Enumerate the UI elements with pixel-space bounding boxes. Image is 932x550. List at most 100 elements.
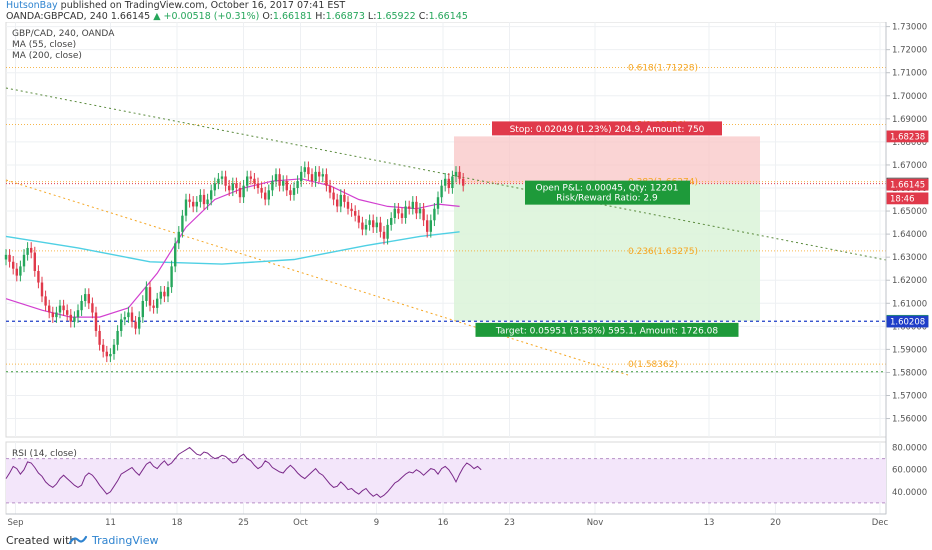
- candle-body: [433, 208, 436, 221]
- candle-body: [454, 171, 458, 177]
- candle-body: [368, 220, 371, 225]
- author-link[interactable]: HutsonBay: [6, 0, 58, 11]
- candle-body: [451, 176, 454, 188]
- time-tick-label: 25: [238, 518, 249, 528]
- candle-body: [411, 201, 414, 209]
- price-badge: 1.60208: [890, 318, 925, 328]
- price-badge-box: [886, 178, 929, 191]
- fib-trendline: [5, 179, 629, 376]
- price-tick-label: 1.59000: [892, 345, 927, 355]
- candle-body: [310, 174, 314, 182]
- candle-body: [174, 243, 177, 267]
- candle-body: [55, 312, 58, 318]
- candle-body: [231, 183, 234, 191]
- candle-body: [289, 190, 292, 195]
- candle-body: [98, 330, 101, 345]
- candle-body: [116, 330, 119, 345]
- pnl-box: [525, 180, 690, 205]
- candle-body: [361, 222, 364, 230]
- open-label: O:: [262, 11, 273, 22]
- candle-body: [364, 224, 368, 230]
- rsi-tick-label: 60.0000: [892, 466, 927, 476]
- time-tick-label: Dec: [872, 518, 889, 528]
- tradingview-brand-link[interactable]: TradingView: [92, 534, 159, 547]
- price-tick-label: 1.69000: [892, 115, 927, 125]
- price-tick-label: 1.62000: [892, 276, 927, 286]
- price-tick-label: 1.73000: [892, 23, 927, 33]
- ohlc-line: OANDA:GBPCAD, 240 1.66145 ▲ +0.00518 (+0…: [6, 11, 468, 22]
- candle-body: [105, 351, 108, 357]
- candle-body: [130, 312, 134, 322]
- price-axis: 1.73000 1.72000 1.71000 1.70000 1.69000 1.680…: [885, 22, 929, 514]
- price-badge-box: [886, 315, 929, 328]
- candle-body: [19, 266, 22, 276]
- target-zone: [454, 183, 760, 321]
- candle-body: [188, 199, 191, 202]
- candle-body: [12, 261, 15, 269]
- candle-body: [285, 181, 288, 191]
- candle-body: [282, 181, 285, 186]
- price-tick-label: 1.72000: [892, 46, 927, 56]
- close-label: C:: [418, 11, 429, 22]
- candle-body: [408, 206, 411, 209]
- time-tick-label: 18: [172, 518, 183, 528]
- candle-body: [184, 199, 188, 216]
- candle-body: [159, 291, 162, 299]
- candle-body: [253, 178, 256, 184]
- candle-body: [138, 317, 141, 329]
- chart-legend: GBP/CAD, 240, OANDA MA (55, close) MA (2…: [12, 29, 115, 459]
- candle-body: [274, 174, 278, 182]
- price-tick-label: 1.61000: [892, 299, 927, 309]
- candle-body: [37, 271, 40, 283]
- pnl-label: Open P&L: 0.00045, Qty: 12201: [536, 184, 679, 194]
- candlesticks: [4, 161, 465, 363]
- time-tick-label: 9: [374, 518, 379, 528]
- price-chart[interactable]: 0.618(1.71228)0.5(1.68756)0.382(1.66274)…: [0, 22, 932, 530]
- rsi-line: [5, 446, 482, 499]
- candle-body: [462, 178, 465, 186]
- candle-body: [264, 192, 267, 200]
- candle-body: [325, 174, 328, 186]
- candle-body: [260, 188, 263, 193]
- price-tick-label: 1.57000: [892, 392, 927, 402]
- footer: Created with TradingView: [0, 530, 932, 550]
- candle-body: [458, 171, 461, 179]
- candle-body: [15, 268, 18, 276]
- candle-body: [242, 185, 245, 198]
- price-tick-label: 1.71000: [892, 69, 927, 79]
- candle-body: [84, 294, 87, 301]
- candle-body: [444, 178, 447, 186]
- candle-body: [51, 312, 54, 318]
- stop-zone: [454, 136, 760, 184]
- candle-body: [346, 201, 350, 209]
- candle-body: [170, 266, 173, 288]
- candle-body: [8, 254, 11, 262]
- candle-body: [397, 208, 400, 214]
- candle-body: [292, 188, 296, 195]
- candle-body: [343, 194, 346, 202]
- rr-label: Risk/Reward Ratio: 2.9: [556, 194, 658, 204]
- candle-body: [426, 220, 429, 232]
- candle-body: [328, 185, 332, 193]
- fib-label: 0(1.58362): [628, 360, 678, 370]
- candle-body: [271, 181, 274, 191]
- candle-body: [80, 300, 83, 311]
- price-badge-box: [886, 130, 929, 143]
- candle-body: [58, 305, 62, 313]
- candle-body: [22, 254, 26, 267]
- candle-body: [390, 217, 393, 225]
- candle-body: [48, 305, 51, 313]
- created-with-label: Created with: [6, 534, 77, 547]
- position-zones: [6, 136, 886, 321]
- candle-body: [220, 176, 224, 179]
- candle-body: [102, 344, 105, 352]
- candle-body: [375, 222, 378, 228]
- candle-body: [332, 192, 335, 200]
- candle-body: [210, 190, 213, 200]
- legend-rsi: RSI (14, close): [12, 449, 77, 459]
- time-tick-label: Oct: [293, 518, 308, 528]
- candle-body: [33, 252, 36, 271]
- candle-body: [386, 224, 389, 239]
- tradingview-logo-icon: [68, 535, 88, 545]
- candle-body: [379, 222, 382, 232]
